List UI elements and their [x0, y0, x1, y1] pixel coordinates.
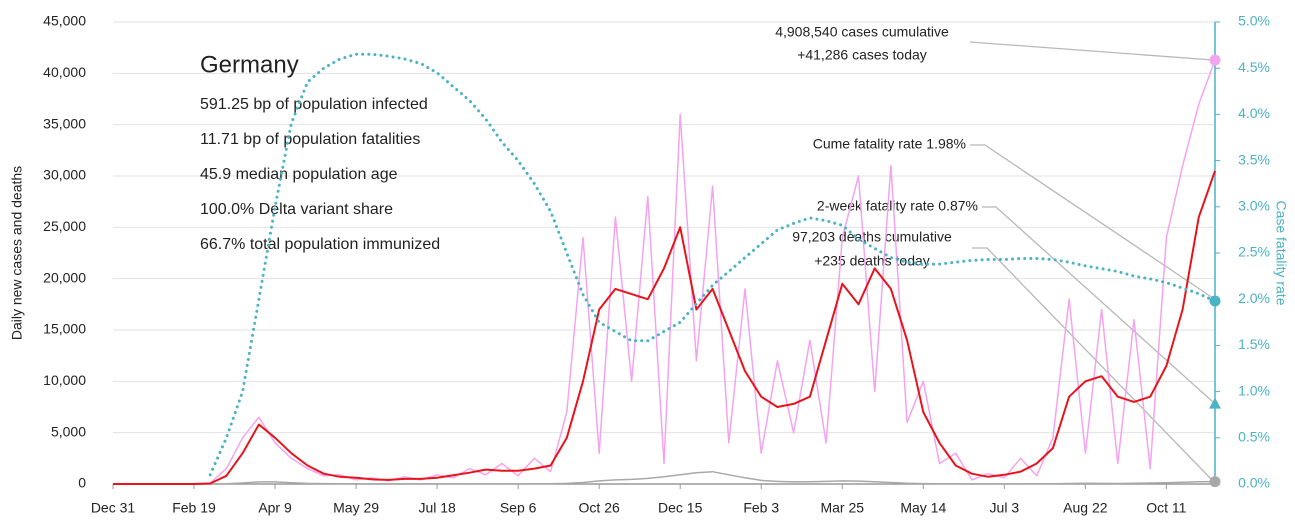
y2-tick-label: 2.5%: [1238, 244, 1270, 260]
x-tick-label: Jul 18: [418, 500, 456, 516]
series-line: [113, 470, 1216, 485]
x-tick-label: Oct 11: [1146, 500, 1186, 516]
leader-line: [970, 144, 1214, 299]
y-axis-label: Daily new cases and deaths: [9, 166, 25, 340]
y-tick-label: 30,000: [43, 167, 86, 183]
leader-line: [972, 247, 1214, 482]
annotation: 4,908,540 cases cumulative: [775, 24, 949, 40]
y2-tick-label: 4.5%: [1238, 59, 1270, 75]
x-tick-label: Dec 15: [658, 500, 703, 516]
x-tick-label: May 29: [333, 500, 379, 516]
info-line: 591.25 bp of population infected: [200, 96, 428, 113]
y2-tick-label: 5.0%: [1238, 13, 1270, 29]
y2-tick-label: 0.5%: [1238, 429, 1270, 445]
x-tick-label: May 14: [900, 500, 946, 516]
x-tick-label: Apr 9: [258, 500, 292, 516]
info-line: 11.71 bp of population fatalities: [200, 131, 420, 148]
leader-line: [982, 206, 1214, 403]
info-line: 45.9 median population age: [200, 166, 398, 183]
leader-line: [969, 41, 1214, 61]
x-tick-label: Sep 6: [500, 500, 537, 516]
info-line: 66.7% total population immunized: [200, 236, 440, 253]
y-tick-label: 0: [78, 475, 86, 491]
x-tick-label: Aug 22: [1063, 500, 1108, 516]
annotation: 97,203 deaths cumulative: [792, 229, 952, 245]
x-tick-label: Dec 31: [91, 500, 136, 516]
annotation: Cume fatality rate 1.98%: [813, 136, 966, 152]
x-tick-label: Feb 19: [172, 500, 216, 516]
annotation: +41,286 cases today: [797, 47, 927, 63]
series-line: [208, 52, 1217, 477]
y-tick-label: 40,000: [43, 64, 86, 80]
series-line: [113, 170, 1216, 485]
info-line: 100.0% Delta variant share: [200, 201, 393, 218]
y2-tick-label: 0.0%: [1238, 475, 1270, 491]
cume-fatality-marker: [1209, 295, 1221, 307]
y-tick-label: 20,000: [43, 269, 86, 285]
y2-axis-label: Case fatality rate: [1273, 200, 1289, 305]
annotation: +235 deaths today: [814, 253, 930, 269]
annotation: 2-week fatality rate 0.87%: [817, 198, 978, 214]
x-tick-label: Mar 25: [820, 500, 864, 516]
x-tick-label: Jul 3: [990, 500, 1020, 516]
cases-today-marker: [1209, 54, 1221, 66]
y-tick-label: 45,000: [43, 13, 86, 29]
two-week-fatality-marker: [1209, 397, 1221, 409]
deaths-today-marker: [1209, 476, 1221, 488]
y2-tick-label: 4.0%: [1238, 105, 1270, 121]
y-tick-label: 25,000: [43, 218, 86, 234]
y2-tick-label: 1.5%: [1238, 336, 1270, 352]
y2-tick-label: 1.0%: [1238, 382, 1270, 398]
y2-tick-label: 3.5%: [1238, 151, 1270, 167]
y-tick-label: 5,000: [51, 423, 86, 439]
y-tick-label: 35,000: [43, 115, 86, 131]
x-tick-label: Feb 3: [743, 500, 779, 516]
series-line: [113, 59, 1216, 485]
x-tick-label: Oct 26: [579, 500, 620, 516]
y-tick-label: 10,000: [43, 372, 86, 388]
y2-tick-label: 3.0%: [1238, 198, 1270, 214]
y2-tick-label: 2.0%: [1238, 290, 1270, 306]
y-tick-label: 15,000: [43, 321, 86, 337]
info-title: Germany: [200, 51, 299, 78]
